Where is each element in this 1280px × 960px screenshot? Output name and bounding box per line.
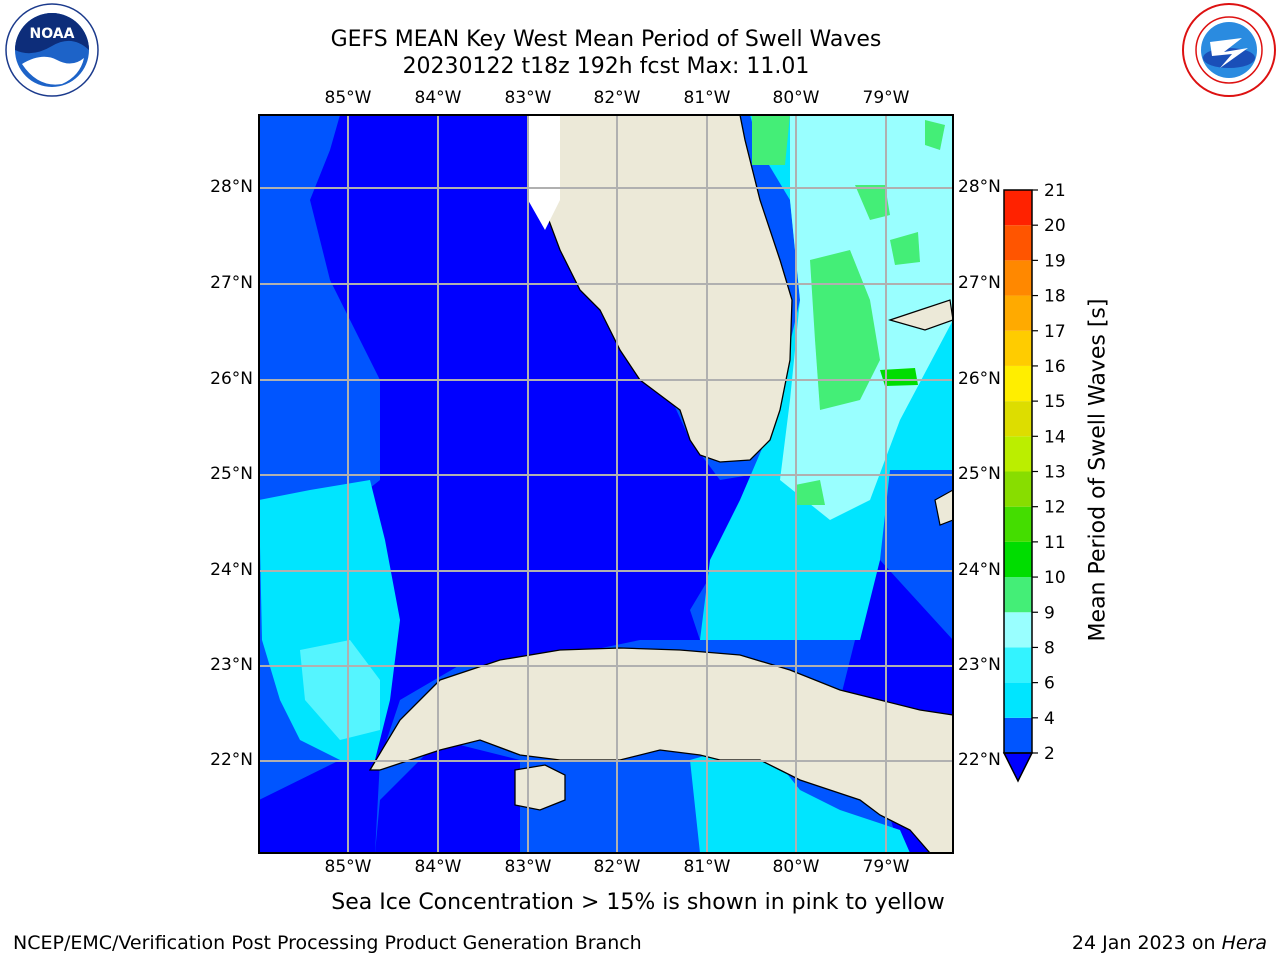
colorbar-segment xyxy=(1004,190,1032,225)
lon-label-bottom: 83°W xyxy=(505,857,552,877)
footer-date: 24 Jan 2023 on xyxy=(1072,932,1222,954)
colorbar-segment xyxy=(1004,612,1032,647)
lon-label-top: 84°W xyxy=(415,88,462,108)
map-field xyxy=(259,115,953,853)
footer-right: 24 Jan 2023 on Hera xyxy=(1072,932,1267,954)
colorbar-tick-label: 2 xyxy=(1044,744,1055,764)
colorbar-segment xyxy=(1004,260,1032,295)
lat-label-left: 22°N xyxy=(210,750,253,770)
colorbar-segment xyxy=(1004,647,1032,682)
colorbar-segment xyxy=(1004,507,1032,542)
colorbar-tick-label: 4 xyxy=(1044,709,1055,729)
colorbar-segment xyxy=(1004,436,1032,471)
lon-label-top: 79°W xyxy=(863,88,910,108)
colorbar-tick-label: 20 xyxy=(1044,216,1066,236)
colorbar-segment xyxy=(1004,366,1032,401)
lon-label-bottom: 79°W xyxy=(863,857,910,877)
colorbar-tick-label: 17 xyxy=(1044,322,1066,342)
colorbar-tick-label: 13 xyxy=(1044,463,1066,483)
colorbar-segment xyxy=(1004,401,1032,436)
footer-host: Hera xyxy=(1222,932,1267,954)
colorbar-segment xyxy=(1004,331,1032,366)
lon-label-bottom: 80°W xyxy=(773,857,820,877)
colorbar-tick-label: 9 xyxy=(1044,603,1055,623)
colorbar-tick-label: 19 xyxy=(1044,251,1066,271)
colorbar-tick-label: 12 xyxy=(1044,498,1066,518)
lon-label-bottom: 81°W xyxy=(684,857,731,877)
colorbar-tick-label: 6 xyxy=(1044,674,1055,694)
lon-label-top: 83°W xyxy=(505,88,552,108)
colorbar-segment xyxy=(1004,225,1032,260)
footer-left: NCEP/EMC/Verification Post Processing Pr… xyxy=(13,932,642,954)
lat-label-left: 26°N xyxy=(210,369,253,389)
colorbar-under-triangle xyxy=(1004,753,1032,781)
lon-label-top: 80°W xyxy=(773,88,820,108)
colorbar-tick-label: 8 xyxy=(1044,638,1055,658)
lon-label-top: 81°W xyxy=(684,88,731,108)
lat-label-left: 25°N xyxy=(210,464,253,484)
lon-label-bottom: 85°W xyxy=(325,857,372,877)
colorbar-tick-label: 18 xyxy=(1044,287,1066,307)
colorbar-tick-label: 11 xyxy=(1044,533,1066,553)
colorbar-tick-label: 16 xyxy=(1044,357,1066,377)
colorbar-tick-label: 21 xyxy=(1044,181,1066,201)
lat-label-left: 24°N xyxy=(210,560,253,580)
colorbar-segment xyxy=(1004,683,1032,718)
sea-ice-caption: Sea Ice Concentration > 15% is shown in … xyxy=(258,890,1018,915)
colorbar-tick-label: 14 xyxy=(1044,427,1066,447)
lon-label-top: 85°W xyxy=(325,88,372,108)
colorbar-tick-label: 15 xyxy=(1044,392,1066,412)
colorbar: 2 4 6 8 9 10 11 12 13 14 15 16 17 18 19 20 21 xyxy=(990,180,1070,790)
field-9-10-a xyxy=(752,115,790,165)
lon-label-top: 82°W xyxy=(594,88,641,108)
lat-label-left: 27°N xyxy=(210,273,253,293)
colorbar-segment xyxy=(1004,577,1032,612)
colorbar-segment xyxy=(1004,542,1032,577)
lon-label-bottom: 84°W xyxy=(415,857,462,877)
lat-label-left: 28°N xyxy=(210,177,253,197)
lat-label-left: 23°N xyxy=(210,655,253,675)
colorbar-segment xyxy=(1004,296,1032,331)
colorbar-segment xyxy=(1004,718,1032,753)
colorbar-tick-label: 10 xyxy=(1044,568,1066,588)
colorbar-label: Mean Period of Swell Waves [s] xyxy=(1086,299,1111,642)
colorbar-segment xyxy=(1004,472,1032,507)
isle-of-youth xyxy=(515,765,565,810)
lon-label-bottom: 82°W xyxy=(594,857,641,877)
